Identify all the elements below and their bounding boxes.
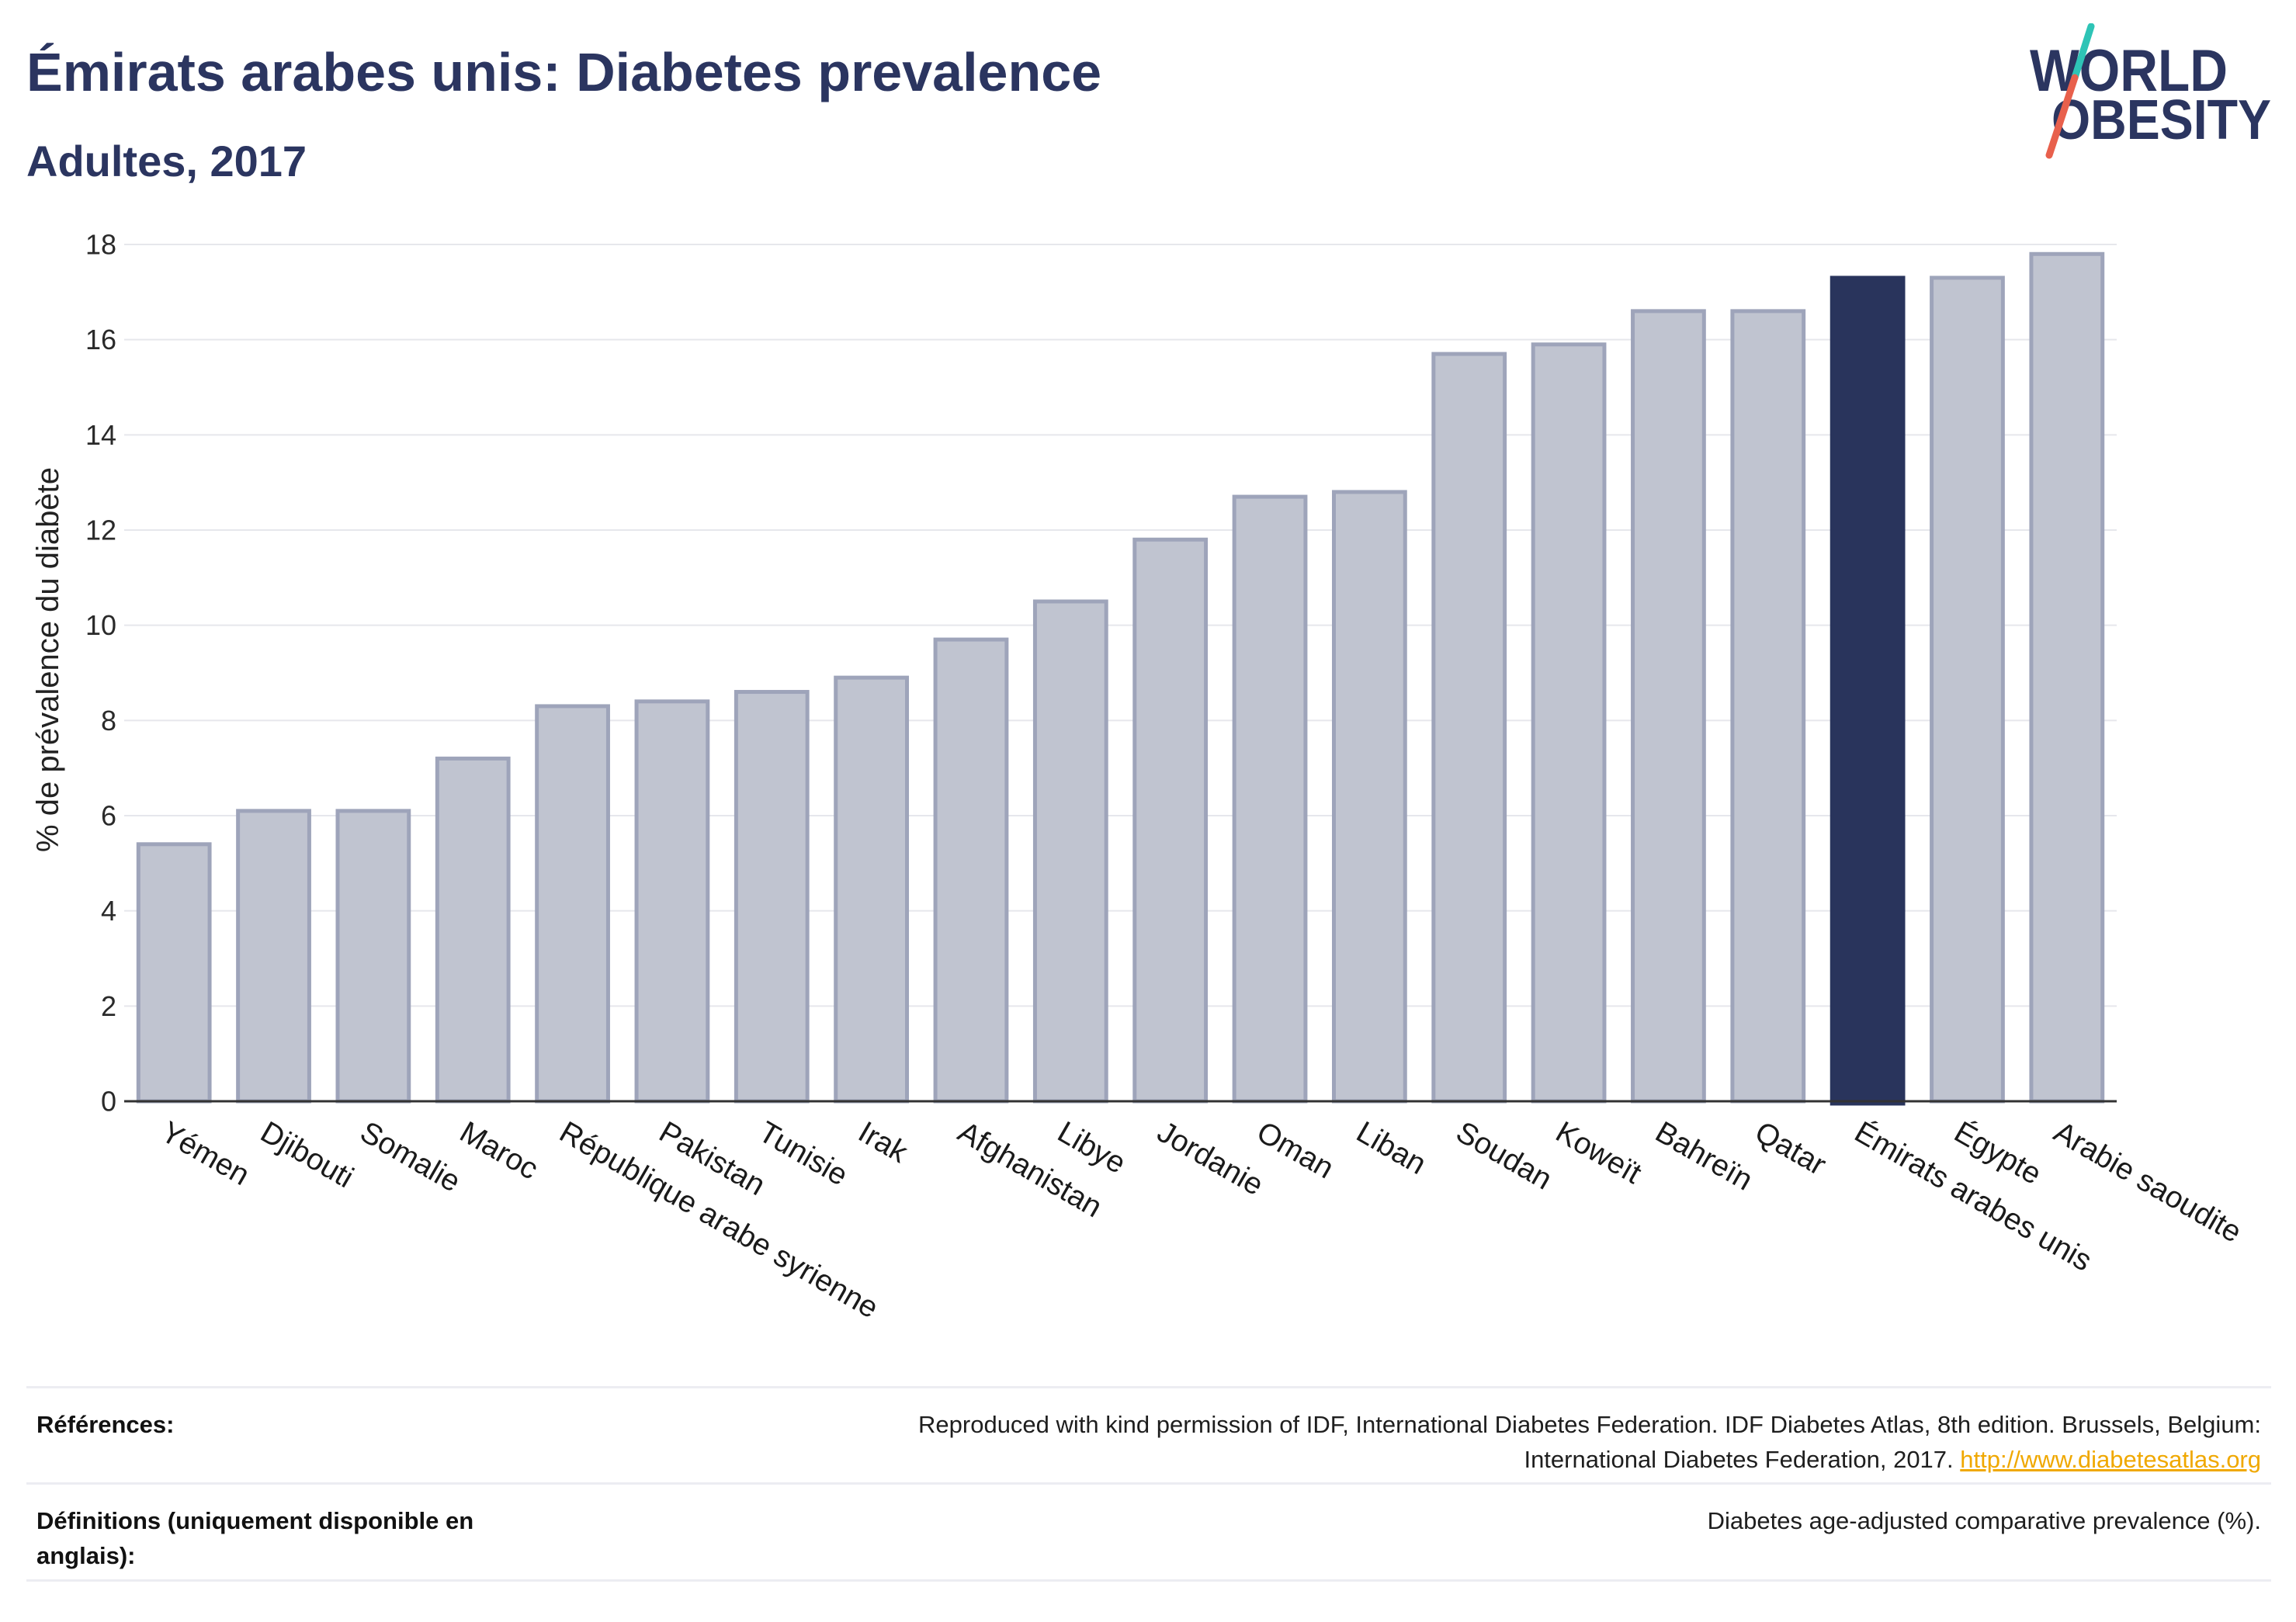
chart-title: Émirats arabes unis: Diabetes prevalence — [26, 42, 1102, 102]
bar-koweit — [1531, 342, 1607, 1104]
bar-emirats-arabes-unis — [1830, 276, 1906, 1106]
references-line-2: International Diabetes Federation, 2017.… — [918, 1442, 2261, 1477]
logo-slash-red — [2045, 74, 2079, 159]
x-tick-label-somalie: Somalie — [355, 1115, 466, 1199]
x-tick-label-maroc: Maroc — [454, 1115, 543, 1186]
y-tick-label: 10 — [85, 609, 116, 641]
definitions-row: Définitions (uniquement disponible en an… — [26, 1482, 2271, 1582]
logo-text-world: WORLD — [2030, 38, 2228, 104]
x-tick-label-qatar: Qatar — [1750, 1115, 1832, 1182]
definitions-value: Diabetes age-adjusted comparative preval… — [1707, 1507, 2261, 1534]
world-obesity-logo: WORLD OBESITY — [2030, 23, 2271, 159]
diabetes-prevalence-bar-chart: 0 2 4 6 8 10 12 14 16 18 Yémen DjiboutiSomalieMaro… — [31, 229, 2247, 1326]
x-tick-label-djibouti: Djibouti — [255, 1115, 359, 1194]
x-tick-label-yemen: Yémen — [155, 1115, 255, 1192]
x-tick-label-bahrein: Bahreïn — [1649, 1115, 1758, 1197]
bar-somalie — [335, 809, 411, 1104]
bar-liban — [1331, 490, 1407, 1104]
bar-republique-arabe-syrienne — [535, 704, 610, 1104]
gridlines — [124, 244, 2117, 1007]
definitions-label: Définitions (uniquement disponible en an… — [36, 1507, 474, 1569]
bar-pakistan — [634, 699, 710, 1104]
bar-yemen — [136, 842, 212, 1104]
x-tick-label-tunisie: Tunisie — [753, 1115, 853, 1192]
bar-afghanistan — [933, 637, 1009, 1104]
bar-irak — [834, 675, 910, 1104]
bar-oman — [1232, 494, 1308, 1104]
logo-text-obesity: OBESITY — [2051, 89, 2271, 151]
bar-soudan — [1431, 352, 1507, 1104]
y-tick-label: 12 — [85, 515, 116, 546]
bar-bahrein — [1631, 309, 1706, 1104]
chart-subtitle: Adultes, 2017 — [26, 137, 307, 185]
definitions-text: Diabetes age-adjusted comparative preval… — [1708, 1503, 2261, 1538]
bar-maroc — [435, 756, 511, 1104]
bar-jordanie — [1132, 537, 1209, 1104]
y-tick-label: 6 — [101, 800, 116, 832]
diabetesatlas-link[interactable]: http://www.diabetesatlas.org — [1960, 1446, 2261, 1473]
y-axis-title: % de prévalence du diabète — [31, 467, 65, 852]
references-label: Références: — [36, 1411, 175, 1438]
x-tick-label-liban: Liban — [1351, 1115, 1431, 1181]
references-line-1: Reproduced with kind permission of IDF, … — [918, 1411, 2261, 1438]
y-tick-label: 4 — [101, 895, 116, 927]
references-line-2-text: International Diabetes Federation, 2017. — [1524, 1446, 1954, 1473]
bars — [136, 251, 2105, 1106]
y-tick-labels: 0 2 4 6 8 10 12 14 16 18 — [85, 229, 116, 1118]
bar-tunisie — [734, 690, 810, 1104]
bar-djibouti — [236, 809, 311, 1104]
y-tick-label: 8 — [101, 705, 116, 736]
y-tick-label: 18 — [85, 229, 116, 261]
y-tick-label: 14 — [85, 419, 116, 451]
x-tick-label-irak: Irak — [853, 1115, 914, 1170]
x-tick-label-soudan: Soudan — [1451, 1115, 1558, 1196]
logo-slash-teal — [2071, 23, 2095, 81]
bar-arabie-saoudite — [2029, 251, 2105, 1104]
bar-egypte — [1930, 276, 2005, 1104]
references-text: Reproduced with kind permission of IDF, … — [918, 1407, 2261, 1477]
x-tick-label-koweit: Koweït — [1550, 1115, 1647, 1191]
y-tick-label: 16 — [85, 324, 116, 355]
x-tick-label-arabie-saoudite: Arabie saoudite — [2048, 1115, 2247, 1249]
x-tick-label-jordanie: Jordanie — [1152, 1115, 1269, 1202]
references-row: Références: Reproduced with kind permiss… — [26, 1386, 2271, 1482]
y-tick-label: 0 — [101, 1086, 116, 1118]
bar-libye — [1032, 599, 1108, 1104]
y-tick-label: 2 — [101, 990, 116, 1022]
bar-qatar — [1730, 309, 1806, 1104]
